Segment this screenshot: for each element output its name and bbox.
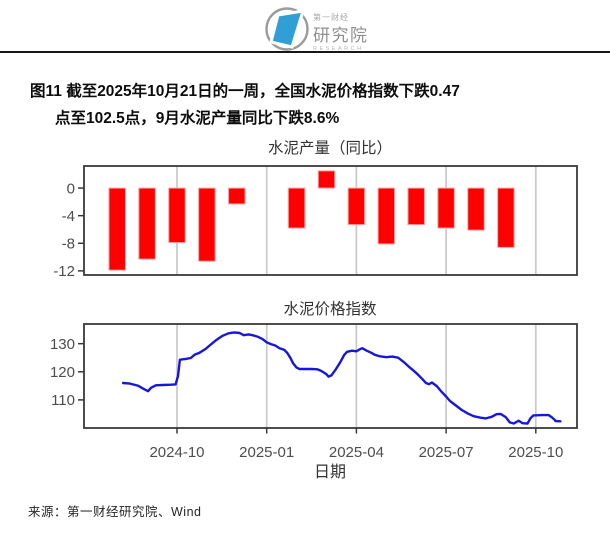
x-tick-label: 2025-07 xyxy=(419,444,474,461)
y-tick-label: -8 xyxy=(62,235,75,252)
y-tick-label: -12 xyxy=(53,263,75,280)
bar-chart-y-axis: 0 -4 -8 -12 xyxy=(53,180,84,280)
shared-x-axis: 2024-10 2025-01 2025-04 2025-07 2025-10 xyxy=(149,428,563,461)
x-axis-label: 日期 xyxy=(314,463,346,481)
line-chart-panel-border xyxy=(83,323,578,429)
figure-caption: 图11 截至2025年10月21日的一周，全国水泥价格指数下跌0.47 点至10… xyxy=(30,78,595,132)
line-chart-gridlines xyxy=(176,324,537,428)
bar-2025-05 xyxy=(377,187,396,245)
bar-2024-10 xyxy=(168,187,186,244)
source-note: 来源：第一财经研究院、Wind xyxy=(28,505,202,519)
line-chart-title: 水泥价格指数 xyxy=(283,300,377,318)
bar-2025-06 xyxy=(407,187,425,226)
bar-2025-02 xyxy=(287,187,306,229)
header-divider xyxy=(0,51,610,53)
bar-2024-12 xyxy=(228,187,246,205)
logo-brand-sub: RESEARCH xyxy=(313,46,364,52)
bar-2024-08 xyxy=(108,187,126,271)
logo-brand-main: 研究院 xyxy=(313,26,369,45)
y-tick-label: 120 xyxy=(50,364,75,381)
logo-brand-small: 第一财经 xyxy=(313,12,349,22)
bar-2025-08 xyxy=(467,187,485,231)
bar-chart-title: 水泥产量（同比） xyxy=(268,139,392,157)
x-tick-label: 2025-01 xyxy=(239,444,294,461)
y-tick-label: -4 xyxy=(62,208,75,225)
bar-chart-cement-output-yoy: 水泥产量（同比） 0 -4 -8 -12 xyxy=(53,139,578,280)
figure-caption-line1: 图11 截至2025年10月21日的一周，全国水泥价格指数下跌0.47 xyxy=(30,83,460,100)
x-tick-label: 2024-10 xyxy=(149,444,204,461)
bar-2025-09 xyxy=(497,187,515,248)
logo-parallelogram-icon xyxy=(269,9,306,49)
bar-2025-03 xyxy=(317,170,336,189)
line-chart-y-axis: 130 120 110 xyxy=(50,336,84,409)
bar-chart-panel-border xyxy=(83,165,578,276)
bar-2025-07 xyxy=(437,187,455,229)
bar-2025-04 xyxy=(347,187,366,226)
price-index-line xyxy=(121,331,562,425)
x-tick-label: 2025-10 xyxy=(508,444,563,461)
logo-circle-icon xyxy=(265,7,309,51)
brand-logo: 第一财经 研究院 RESEARCH xyxy=(265,7,369,52)
x-tick-label: 2025-04 xyxy=(329,444,384,461)
bar-2024-11 xyxy=(198,187,216,262)
y-tick-label: 110 xyxy=(51,392,75,409)
y-tick-label: 130 xyxy=(50,336,75,353)
figure-caption-line2: 点至102.5点，9月水泥产量同比下跌8.6% xyxy=(55,110,340,127)
bar-2024-09 xyxy=(138,187,156,260)
y-tick-label: 0 xyxy=(67,180,75,197)
bar-chart-bars xyxy=(108,170,515,271)
